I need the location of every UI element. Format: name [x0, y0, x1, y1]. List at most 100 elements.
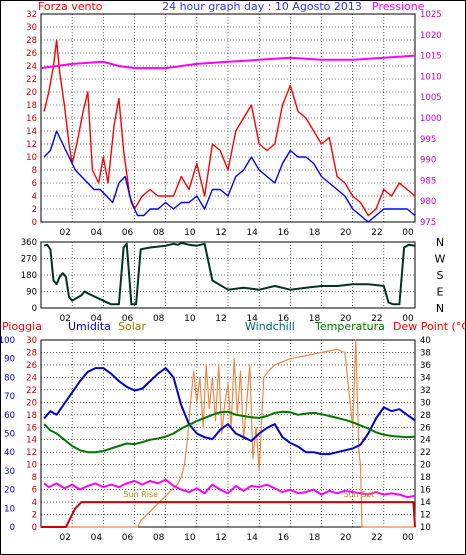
y-tick-label: 12 [26, 140, 37, 150]
x-tick-label: 14 [246, 314, 258, 324]
y-tick-label: 8 [32, 473, 37, 483]
y-tick-label: 26 [26, 361, 37, 371]
x-tick-label: 02 [59, 314, 70, 324]
x-tick-label: 20 [340, 228, 352, 238]
y-tick-label: 36 [420, 361, 431, 371]
y-tick-label: 12 [420, 511, 431, 521]
y-tick-label: 0 [32, 304, 37, 314]
y-tick-label: 30 [26, 23, 37, 33]
compass-label: S [437, 269, 444, 282]
compass-label: N [436, 236, 444, 249]
y-tick-label: 22 [420, 448, 431, 458]
x-tick-label: 16 [278, 533, 290, 543]
y-tick-label: 40 [420, 336, 431, 346]
y-tick-label: 10 [420, 523, 431, 533]
x-tick-label: 14 [246, 228, 258, 238]
y-tick-label: 80 [4, 373, 15, 383]
y-tick-label: 32 [26, 10, 37, 20]
x-tick-label: 12 [215, 533, 226, 543]
x-tick-label: 02 [59, 228, 70, 238]
annotation-sunset: Sun Set [343, 490, 374, 499]
y-tick-label: 6 [32, 486, 37, 496]
x-tick-label: 12 [215, 228, 226, 238]
y-tick-label: 28 [420, 411, 431, 421]
x-tick-label: 12 [215, 314, 226, 324]
y-tick-label: 995 [420, 135, 436, 145]
x-tick-label: 14 [246, 533, 258, 543]
legend-temperatura: Temperatura [314, 320, 385, 333]
y-tick-label: 975 [420, 218, 436, 228]
series-line-pressione [40, 54, 416, 70]
wind-panel-x-axis-ticks: 02 04 06 08 10 12 14 16 18 20 22 00 [59, 228, 414, 238]
series-line-pioggia [41, 501, 416, 528]
legend-pioggia: Pioggia [2, 320, 42, 333]
x-tick-label: 00 [402, 533, 414, 543]
y-tick-label: 16 [26, 114, 37, 124]
y-tick-label: 0 [32, 523, 37, 533]
series-line-temperatura [43, 410, 416, 454]
y-tick-label: 14 [26, 436, 37, 446]
sun-annotations: Sun Rise Sun Set [123, 490, 374, 499]
conditions-panel-series [41, 339, 416, 528]
x-tick-label: 08 [153, 533, 165, 543]
y-tick-label: 30 [26, 336, 37, 346]
x-tick-label: 00 [402, 228, 414, 238]
y-tick-label: 26 [420, 423, 431, 433]
y-tick-label: 2 [32, 205, 37, 215]
y-tick-label: 18 [26, 101, 37, 111]
y-tick-label: 10 [4, 504, 15, 514]
x-tick-label: 20 [340, 314, 352, 324]
y-tick-label: 1005 [420, 93, 442, 103]
y-tick-label: 20 [420, 461, 431, 471]
x-tick-label: 06 [122, 533, 134, 543]
y-tick-label: 20 [26, 398, 37, 408]
y-tick-label: 8 [32, 166, 37, 176]
y-tick-label: 990 [420, 156, 436, 166]
x-tick-label: 22 [371, 533, 382, 543]
y-tick-label: 4 [32, 192, 37, 202]
y-tick-label: 22 [26, 386, 37, 396]
direction-panel-grid [41, 241, 416, 309]
y-tick-label: 18 [420, 473, 431, 483]
x-tick-label: 18 [309, 228, 321, 238]
x-tick-label: 08 [153, 314, 165, 324]
x-tick-label: 04 [91, 314, 103, 324]
x-tick-label: 22 [371, 228, 382, 238]
x-tick-label: 18 [309, 314, 321, 324]
chart-title: 24 hour graph day : 10 Agosto 2013 [162, 0, 362, 13]
y-tick-label: 1015 [420, 52, 442, 62]
x-tick-label: 04 [91, 533, 103, 543]
y-tick-label: 0 [10, 523, 15, 533]
compass-label: N [436, 302, 444, 315]
legend-dew-point-c: Dew Point (°C) [393, 320, 466, 333]
y-tick-label: 28 [26, 348, 37, 358]
wind-speed-axis-label: Forza vento [38, 0, 103, 13]
y-tick-label: 360 [21, 238, 37, 248]
y-tick-label: 1010 [420, 72, 442, 82]
y-tick-label: 24 [26, 373, 37, 383]
y-tick-label: 20 [4, 486, 15, 496]
y-tick-label: 980 [420, 197, 436, 207]
humidity-axis-ticks: 0 10 20 30 40 50 60 70 80 90 100 [0, 336, 15, 533]
y-tick-label: 16 [420, 486, 431, 496]
y-tick-label: 14 [420, 498, 431, 508]
y-tick-label: 270 [21, 255, 37, 265]
y-tick-label: 14 [26, 127, 37, 137]
y-tick-label: 24 [420, 436, 431, 446]
y-tick-label: 1000 [420, 114, 442, 124]
y-tick-label: 26 [26, 49, 37, 59]
wind-panel-series [40, 39, 416, 223]
y-tick-label: 1020 [420, 31, 442, 41]
x-tick-label: 08 [153, 228, 165, 238]
x-tick-label: 04 [91, 228, 103, 238]
series-line-raffica [43, 130, 416, 223]
y-tick-label: 60 [4, 411, 15, 421]
y-tick-label: 10 [26, 153, 37, 163]
y-tick-label: 4 [32, 498, 37, 508]
y-tick-label: 70 [4, 392, 15, 402]
legend-umidita: Umidita [68, 320, 111, 333]
y-tick-label: 32 [420, 386, 431, 396]
y-tick-label: 30 [4, 467, 15, 477]
